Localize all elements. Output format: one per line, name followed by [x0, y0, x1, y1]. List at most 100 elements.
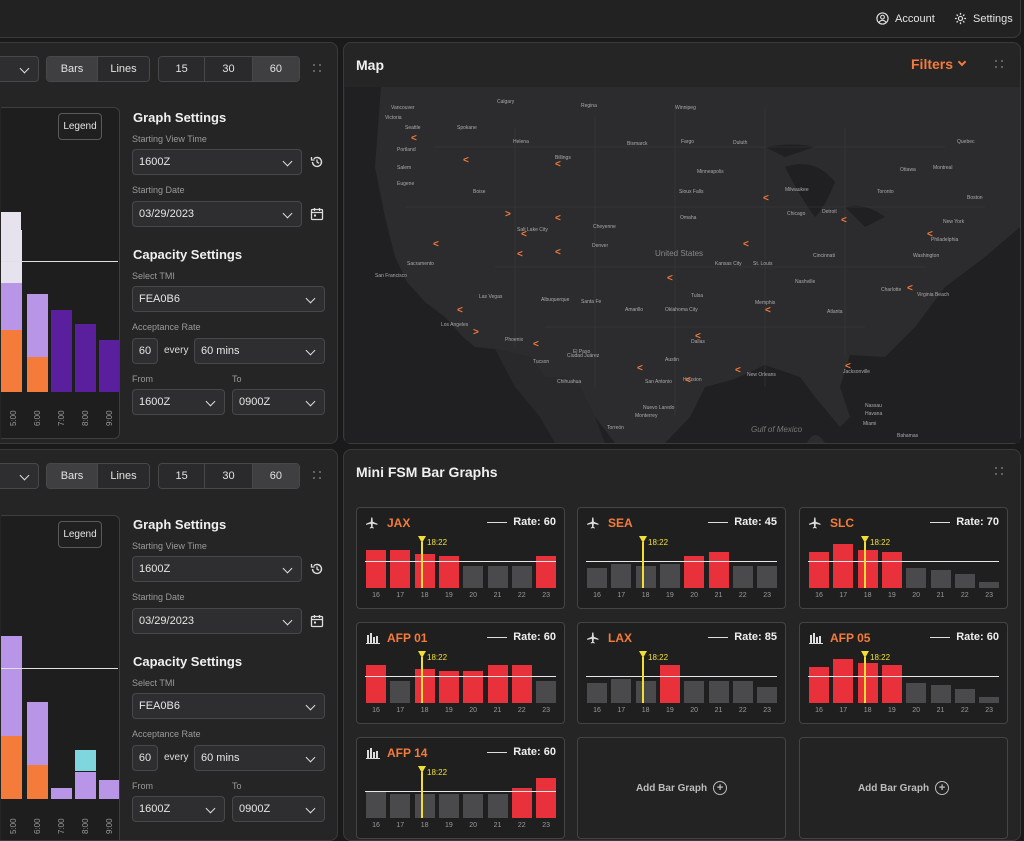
x-tick: 18 [863, 592, 872, 599]
history-icon[interactable] [310, 155, 324, 169]
view-time-value: 1600Z [139, 156, 171, 168]
map-label: Las Vegas [479, 294, 503, 300]
drag-handle-icon[interactable] [995, 467, 1005, 477]
flight-marker[interactable]: < [907, 283, 913, 294]
mini-bar-card[interactable]: SLC Rate: 70 16 17 18 19 20 21 22 23 18:22 [799, 507, 1008, 609]
interval-select[interactable]: 60 mins [194, 338, 325, 364]
map-canvas[interactable]: Seattle Portland Salem Eugene Boise Salt… [345, 87, 1020, 443]
bar-chart-icon [809, 632, 823, 647]
mini-bar [366, 550, 386, 588]
interval-60[interactable]: 60 [252, 57, 299, 81]
drag-handle-icon[interactable] [313, 471, 323, 481]
flight-marker[interactable]: < [743, 239, 749, 250]
view-time-select[interactable]: 1600Z [132, 556, 302, 582]
flight-marker[interactable]: < [845, 361, 851, 372]
date-select[interactable]: 03/29/2023 [132, 201, 302, 227]
add-bar-graph-button[interactable]: Add Bar Graph + [799, 737, 1008, 839]
from-value: 1600Z [139, 396, 171, 408]
flight-marker[interactable]: < [433, 239, 439, 250]
interval-30[interactable]: 30 [205, 57, 253, 81]
x-tick: 20 [469, 822, 478, 829]
bars-toggle[interactable]: Bars [47, 464, 99, 488]
flight-marker[interactable]: < [411, 133, 417, 144]
settings-button[interactable]: Settings [954, 12, 1013, 25]
chart-bar [51, 788, 72, 799]
mini-bar-card[interactable]: JAX Rate: 60 16 17 18 19 20 21 22 23 18:22 [356, 507, 565, 609]
legend-button[interactable]: Legend [58, 521, 102, 548]
flight-marker[interactable]: < [533, 339, 539, 350]
flight-marker[interactable]: > [505, 209, 511, 220]
interval-30[interactable]: 30 [205, 464, 253, 488]
flight-marker[interactable]: < [695, 331, 701, 342]
from-select[interactable]: 1600Z [132, 796, 225, 822]
map-label: Dallas [691, 339, 705, 345]
flight-marker[interactable]: < [555, 213, 561, 224]
map-label: Nassau [865, 403, 882, 409]
capacity-line [365, 676, 556, 677]
x-tick: 18 [420, 592, 429, 599]
flight-marker[interactable]: < [765, 305, 771, 316]
bars-toggle[interactable]: Bars [47, 57, 99, 81]
to-select[interactable]: 0900Z [232, 389, 325, 415]
flight-marker[interactable]: < [521, 229, 527, 240]
filters-button[interactable]: Filters [911, 56, 967, 72]
lines-toggle[interactable]: Lines [98, 464, 149, 488]
interval-toggle: 15 30 60 [158, 56, 300, 82]
drag-handle-icon[interactable] [995, 60, 1005, 70]
mini-bar [438, 794, 459, 818]
acceptance-rate-input[interactable]: 60 [132, 745, 158, 771]
map-label: Atlanta [827, 309, 843, 315]
interval-select[interactable]: 60 mins [194, 745, 325, 771]
flight-marker[interactable]: > [473, 327, 479, 338]
mini-bar-card[interactable]: LAX Rate: 85 16 17 18 19 20 21 22 23 18:22 [577, 622, 786, 724]
mini-bar-card[interactable]: AFP 01 Rate: 60 16 17 18 19 20 21 22 23 18:22 [356, 622, 565, 724]
flight-marker[interactable]: < [457, 305, 463, 316]
flight-marker[interactable]: < [517, 249, 523, 260]
mini-bar-card[interactable]: AFP 05 Rate: 60 16 17 18 19 20 21 22 23 18:22 [799, 622, 1008, 724]
legend-button[interactable]: Legend [58, 113, 102, 140]
flight-marker[interactable]: < [463, 155, 469, 166]
flight-marker[interactable]: < [555, 247, 561, 258]
view-time-select[interactable]: 1600Z [132, 149, 302, 175]
flight-marker[interactable]: < [735, 365, 741, 376]
airport-select[interactable] [0, 56, 39, 82]
from-select[interactable]: 1600Z [132, 389, 225, 415]
chart-bar [99, 780, 119, 799]
add-bar-graph-button[interactable]: Add Bar Graph + [577, 737, 786, 839]
history-icon[interactable] [310, 562, 324, 576]
calendar-icon[interactable] [310, 207, 324, 221]
date-select[interactable]: 03/29/2023 [132, 608, 302, 634]
mini-bar-card[interactable]: AFP 14 Rate: 60 16 17 18 19 20 21 22 23 18:22 [356, 737, 565, 839]
flight-marker[interactable]: < [685, 375, 691, 386]
map-label: Minneapolis [697, 169, 724, 175]
to-value: 0900Z [239, 803, 271, 815]
acceptance-rate-input[interactable]: 60 [132, 338, 158, 364]
interval-60[interactable]: 60 [252, 464, 299, 488]
current-time-label: 18:22 [427, 538, 448, 547]
mini-bar-card[interactable]: SEA Rate: 45 16 17 18 19 20 21 22 23 18:22 [577, 507, 786, 609]
flight-marker[interactable]: < [667, 273, 673, 284]
map-label: Salt Lake City [517, 227, 548, 233]
drag-handle-icon[interactable] [313, 64, 323, 74]
airport-select[interactable] [0, 463, 39, 489]
interval-15[interactable]: 15 [159, 464, 206, 488]
map-label: Chicago [787, 211, 806, 217]
add-bar-graph-label: Add Bar Graph [635, 782, 708, 794]
to-select[interactable]: 0900Z [232, 796, 325, 822]
account-button[interactable]: Account [876, 12, 935, 25]
lines-toggle[interactable]: Lines [98, 57, 149, 81]
map-label: Virginia Beach [917, 292, 950, 298]
x-tick: 16 [372, 822, 380, 829]
map-label: Bismarck [627, 141, 648, 147]
interval-15[interactable]: 15 [159, 57, 206, 81]
gear-icon [954, 12, 967, 25]
tmi-select[interactable]: FEA0B6 [132, 286, 325, 312]
flight-marker[interactable]: < [637, 363, 643, 374]
flight-marker[interactable]: < [555, 159, 561, 170]
calendar-icon[interactable] [310, 614, 324, 628]
flight-marker[interactable]: < [763, 193, 769, 204]
flight-marker[interactable]: < [841, 215, 847, 226]
tmi-select[interactable]: FEA0B6 [132, 693, 325, 719]
flight-marker[interactable]: < [927, 229, 933, 240]
mini-bar [536, 778, 557, 818]
